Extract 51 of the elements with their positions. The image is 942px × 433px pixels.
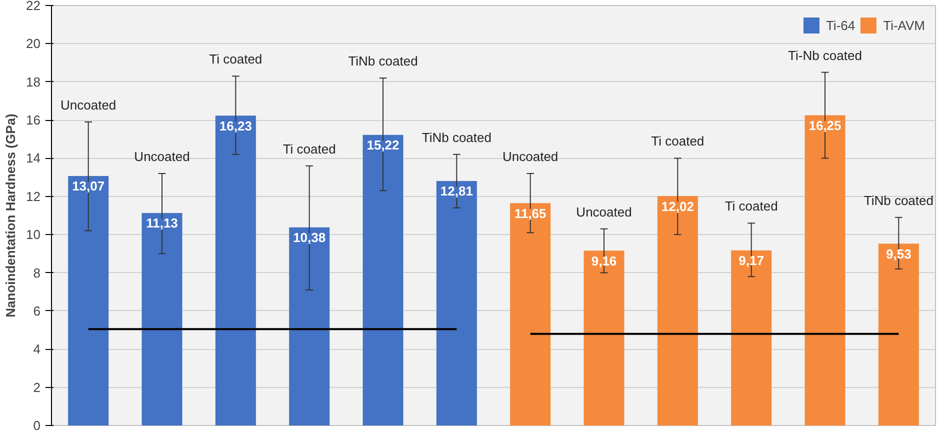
x-tick-label: TiNb coated <box>864 192 934 208</box>
data-label: 9,17 <box>738 253 764 268</box>
y-tick-label: 0 <box>33 418 41 433</box>
data-label: 12,81 <box>440 184 473 199</box>
x-tick-label: Uncoated <box>502 148 558 164</box>
y-tick-label: 14 <box>26 150 41 166</box>
y-tick-label: 4 <box>33 342 41 357</box>
y-tick-label: 16 <box>26 112 41 128</box>
bar <box>510 203 551 426</box>
data-label: 10,38 <box>293 230 326 246</box>
data-label: 16,23 <box>219 118 252 134</box>
x-tick-label: Ti coated <box>209 52 262 67</box>
bar <box>142 213 182 426</box>
data-label: 9,53 <box>886 246 912 262</box>
x-tick-label: Ti coated <box>282 141 336 156</box>
y-tick-label: 10 <box>26 227 41 242</box>
data-label: 12,02 <box>661 198 694 214</box>
x-tick-label: Ti-Nb coated <box>788 48 862 63</box>
x-tick-label: Ti coated <box>651 134 704 149</box>
bar <box>289 227 330 426</box>
y-tick-label: 12 <box>26 188 41 204</box>
data-label: 13,07 <box>72 178 105 194</box>
bar <box>804 115 846 426</box>
x-tick-label: Ti coated <box>724 198 778 214</box>
x-tick-label: TiNb coated <box>348 54 418 68</box>
x-tick-label: TiNb coated <box>422 130 492 145</box>
legend-label: Ti-64 <box>826 18 856 32</box>
bar <box>215 116 256 426</box>
data-label: 9,16 <box>591 253 617 268</box>
data-label: 11,65 <box>514 206 546 221</box>
bar <box>878 244 919 426</box>
y-tick-label: 8 <box>33 265 41 280</box>
bar <box>584 250 624 426</box>
y-tick-label: 18 <box>26 74 41 90</box>
bar <box>731 250 772 426</box>
y-axis-title: Nanoindentation Hardness (GPa) <box>3 114 18 318</box>
x-tick-label: Uncoated <box>134 148 190 164</box>
data-label: 16,25 <box>808 118 842 133</box>
data-label: 15,22 <box>366 138 400 153</box>
legend-label: Ti-AVM <box>883 18 925 32</box>
y-tick-label: 2 <box>33 380 41 395</box>
y-tick-label: 20 <box>26 36 41 52</box>
y-tick-label: 22 <box>26 0 41 13</box>
bar <box>362 134 404 426</box>
bar <box>436 180 477 426</box>
data-label: 11,13 <box>146 216 178 231</box>
bar <box>68 176 109 426</box>
x-tick-label: Uncoated <box>60 97 116 112</box>
x-tick-label: Uncoated <box>576 204 632 220</box>
y-tick-label: 6 <box>33 303 41 318</box>
bar <box>657 196 698 426</box>
